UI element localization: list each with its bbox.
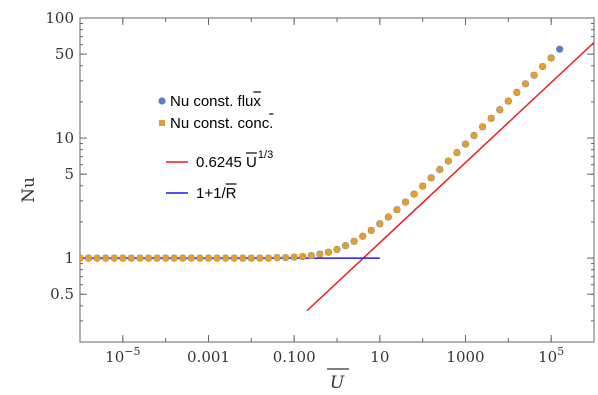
data-point-square [325,249,332,256]
y-axis-title: Nu [19,177,39,203]
data-point-square [145,255,152,262]
data-point-square [531,72,538,79]
legend-marker-circle [158,97,166,105]
data-point-square [445,158,452,165]
points-layer [80,45,564,262]
data-point-square [274,254,281,261]
x-tick-label: 1000 [446,348,484,366]
data-point-square [376,220,383,227]
data-point-square [351,238,358,245]
x-axis-title: U [330,373,345,393]
data-point-square [342,242,349,249]
data-point-circle [556,45,564,53]
data-point-square [471,132,478,139]
data-point-square [488,115,495,122]
data-point-square [128,255,135,262]
data-point-square [214,255,221,262]
data-point-square [479,123,486,130]
data-point-square [419,183,426,190]
lines-layer [80,41,594,312]
y-tick-label: 5 [64,165,74,183]
data-point-square [171,255,178,262]
legend-label: 0.6245 U [196,154,257,171]
data-point-square [162,255,169,262]
data-point-square [102,255,109,262]
data-point-square [205,255,212,262]
data-point-square [522,80,529,87]
data-point-square [411,191,418,198]
data-point-square [256,255,263,262]
data-point-square [496,106,503,113]
data-point-square [548,54,555,61]
data-point-square [94,255,101,262]
data-point-square [179,255,186,262]
data-point-square [282,254,289,261]
data-point-square [239,255,246,262]
legend-marker-square [159,120,165,126]
data-point-square [393,206,400,213]
x-tick-label: 105 [538,345,564,366]
data-point-square [154,255,161,262]
ticks-layer: 10−5 0.001 0.100 10 1000 105 0.5 1 5 10 50 100 [45,9,595,366]
plot-frame [79,17,595,343]
data-point-square [402,199,409,206]
data-point-square [299,253,306,260]
y-tick-label: 0.5 [50,285,74,303]
data-point-square [385,213,392,220]
data-point-square [428,174,435,181]
data-point-square [436,166,443,173]
data-point-square [539,63,546,70]
y-tick-label: 50 [55,45,74,63]
data-point-square [136,255,143,262]
data-point-square [111,255,118,262]
data-point-square [85,255,92,262]
data-point-square [368,227,375,234]
legend-label-superscript: 1/3 [258,149,273,161]
legend-label: Nu const. conc. [170,115,273,132]
legend: Nu const. flux Nu const. conc. 0.6245 U 1/3… [158,91,274,202]
legend-label: 1+1/R [196,185,237,202]
series-line [306,41,594,312]
data-point-square [505,98,512,105]
data-point-square [359,233,366,240]
y-tick-label: 100 [45,9,74,27]
data-point-square [462,141,469,148]
x-tick-label: 0.100 [273,348,316,366]
x-tick-label: 10−5 [105,345,140,366]
y-tick-label: 1 [64,249,74,267]
x-tick-label: 0.001 [187,348,230,366]
data-point-square [231,255,238,262]
y-tick-label: 10 [55,129,74,147]
data-point-square [119,255,126,262]
data-point-square [308,252,315,259]
data-point-square [453,149,460,156]
data-point-square [291,254,298,261]
data-point-square [334,246,340,253]
legend-label: Nu const. flux [170,93,261,110]
data-point-square [222,255,229,262]
data-point-square [265,255,272,262]
data-point-square [196,255,203,262]
data-point-square [316,251,323,258]
data-point-square [188,255,195,262]
data-point-square [80,255,83,262]
data-point-square [248,255,255,262]
data-point-square [513,89,520,96]
x-tick-label: 10 [370,348,389,366]
